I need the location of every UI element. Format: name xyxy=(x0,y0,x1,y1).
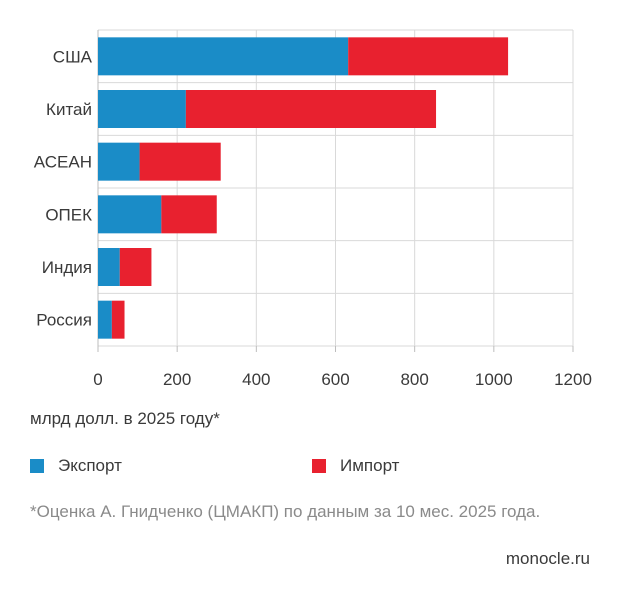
bar-import xyxy=(139,142,221,181)
legend-import: Импорт xyxy=(312,456,399,476)
stacked-bar-chart: США Китай АСЕАН ОПЕК Индия Россия 0 200 400 600 8… xyxy=(34,29,592,389)
legend-export: Экспорт xyxy=(30,456,122,476)
legend-import-swatch xyxy=(312,459,326,473)
category-label: Китай xyxy=(46,100,92,119)
bar-export xyxy=(98,90,186,128)
x-tick-label: 200 xyxy=(163,370,191,389)
bar-import xyxy=(348,37,509,76)
bar-import xyxy=(185,90,437,128)
x-tick-label: 600 xyxy=(321,370,349,389)
category-label: АСЕАН xyxy=(34,153,92,172)
bar-export xyxy=(98,37,349,76)
legend-export-label: Экспорт xyxy=(58,456,122,475)
x-tick-label: 1200 xyxy=(554,370,592,389)
bar-import xyxy=(161,195,217,234)
bar-export xyxy=(98,142,140,181)
footnote: *Оценка А. Гнидченко (ЦМАКП) по данным з… xyxy=(30,502,541,521)
source-label: monocle.ru xyxy=(505,549,590,568)
bar-export xyxy=(98,195,162,234)
legend-import-label: Импорт xyxy=(340,456,400,475)
bar-import xyxy=(111,300,125,339)
bars xyxy=(98,37,509,339)
legend-export-swatch xyxy=(30,459,44,473)
bar-import xyxy=(119,248,152,286)
category-label: Россия xyxy=(36,311,92,330)
x-tick-label: 800 xyxy=(400,370,428,389)
bar-export xyxy=(98,248,120,286)
grid-lines xyxy=(97,29,574,352)
bar-export xyxy=(98,300,112,339)
category-label: ОПЕК xyxy=(45,205,92,224)
category-label: Индия xyxy=(42,258,92,277)
x-tick-label: 400 xyxy=(242,370,270,389)
category-label: США xyxy=(53,47,93,66)
category-labels: США Китай АСЕАН ОПЕК Индия Россия xyxy=(34,47,93,329)
tick-labels: 0 200 400 600 800 1000 1200 xyxy=(93,370,592,389)
x-tick-label: 1000 xyxy=(475,370,513,389)
x-tick-label: 0 xyxy=(93,370,102,389)
axis-unit-label: млрд долл. в 2025 году* xyxy=(30,409,220,428)
